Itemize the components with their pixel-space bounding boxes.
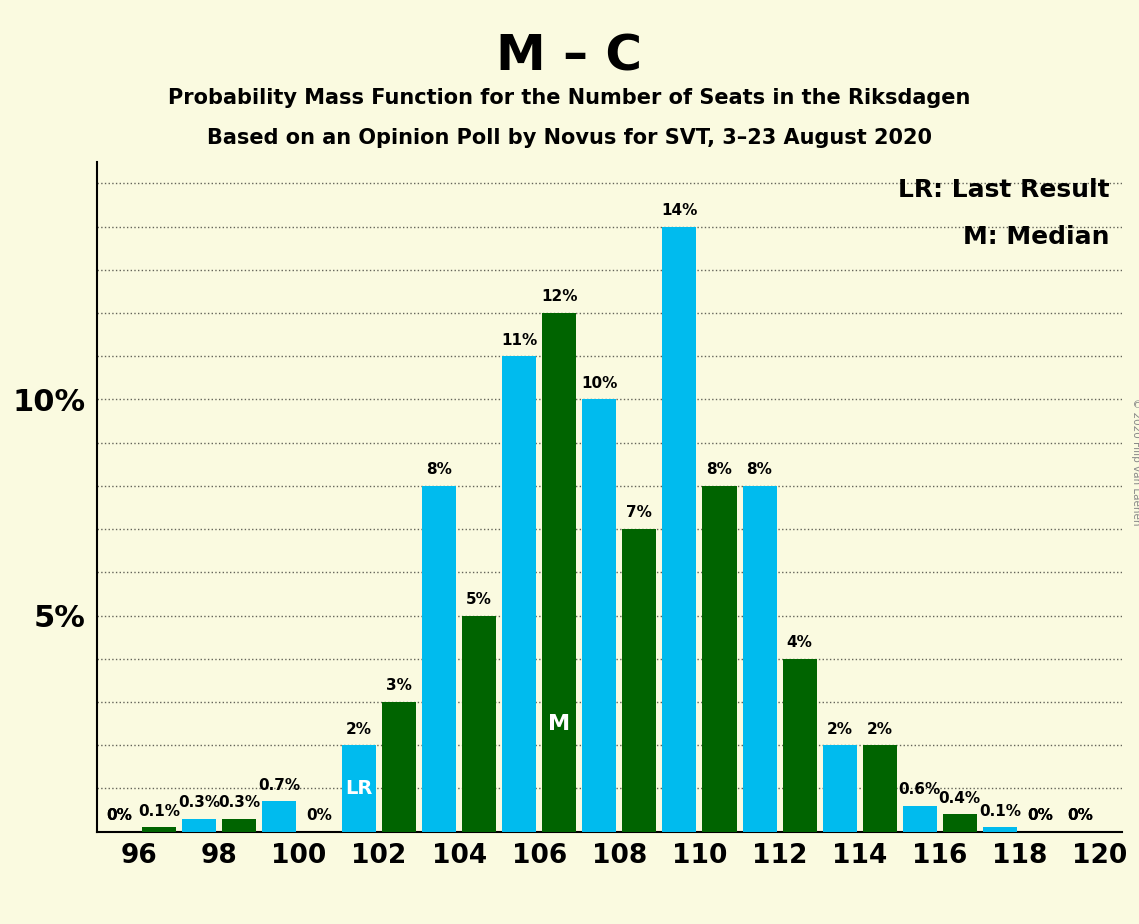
Text: 7%: 7% bbox=[626, 505, 653, 520]
Text: 0.3%: 0.3% bbox=[178, 795, 220, 810]
Text: 8%: 8% bbox=[746, 462, 772, 477]
Text: 0.1%: 0.1% bbox=[978, 804, 1021, 819]
Text: 0.4%: 0.4% bbox=[939, 791, 981, 806]
Text: M: Median: M: Median bbox=[964, 225, 1109, 249]
Text: 0%: 0% bbox=[106, 808, 132, 823]
Text: 14%: 14% bbox=[662, 203, 697, 218]
Text: © 2020 Filip van Laenen: © 2020 Filip van Laenen bbox=[1131, 398, 1139, 526]
Text: 0.1%: 0.1% bbox=[138, 804, 180, 819]
Bar bbox=[903, 806, 936, 832]
Bar bbox=[222, 819, 256, 832]
Bar bbox=[622, 529, 656, 832]
Bar bbox=[462, 615, 497, 832]
Text: 0%: 0% bbox=[106, 808, 132, 823]
Text: Based on an Opinion Poll by Novus for SVT, 3–23 August 2020: Based on an Opinion Poll by Novus for SV… bbox=[207, 128, 932, 148]
Bar bbox=[382, 702, 416, 832]
Bar bbox=[182, 819, 216, 832]
Bar bbox=[423, 486, 457, 832]
Bar bbox=[502, 356, 536, 832]
Bar bbox=[342, 745, 376, 832]
Text: 8%: 8% bbox=[706, 462, 732, 477]
Bar bbox=[542, 313, 576, 832]
Text: 0.3%: 0.3% bbox=[218, 795, 260, 810]
Text: M – C: M – C bbox=[497, 32, 642, 80]
Text: LR: Last Result: LR: Last Result bbox=[898, 178, 1109, 202]
Text: 4%: 4% bbox=[787, 635, 812, 650]
Text: M: M bbox=[548, 713, 571, 734]
Text: 3%: 3% bbox=[386, 678, 412, 693]
Text: 0.6%: 0.6% bbox=[899, 782, 941, 797]
Text: 0%: 0% bbox=[1067, 808, 1092, 823]
Text: 0%: 0% bbox=[1027, 808, 1052, 823]
Text: 10%: 10% bbox=[581, 376, 617, 391]
Text: 0%: 0% bbox=[306, 808, 331, 823]
Bar bbox=[703, 486, 737, 832]
Bar bbox=[862, 745, 896, 832]
Bar bbox=[983, 827, 1017, 832]
Bar bbox=[582, 399, 616, 832]
Bar bbox=[663, 226, 696, 832]
Text: 8%: 8% bbox=[426, 462, 452, 477]
Text: 5%: 5% bbox=[466, 592, 492, 607]
Text: 11%: 11% bbox=[501, 333, 538, 347]
Text: 2%: 2% bbox=[346, 722, 372, 736]
Text: 0%: 0% bbox=[1067, 808, 1092, 823]
Text: LR: LR bbox=[345, 779, 372, 798]
Bar bbox=[822, 745, 857, 832]
Text: Probability Mass Function for the Number of Seats in the Riksdagen: Probability Mass Function for the Number… bbox=[169, 88, 970, 108]
Text: 0%: 0% bbox=[1027, 808, 1052, 823]
Bar bbox=[743, 486, 777, 832]
Text: 2%: 2% bbox=[867, 722, 893, 736]
Bar bbox=[782, 659, 817, 832]
Text: 0.7%: 0.7% bbox=[257, 778, 300, 793]
Bar bbox=[943, 814, 977, 832]
Bar bbox=[262, 801, 296, 832]
Bar bbox=[142, 827, 175, 832]
Text: 2%: 2% bbox=[827, 722, 853, 736]
Text: 12%: 12% bbox=[541, 289, 577, 304]
